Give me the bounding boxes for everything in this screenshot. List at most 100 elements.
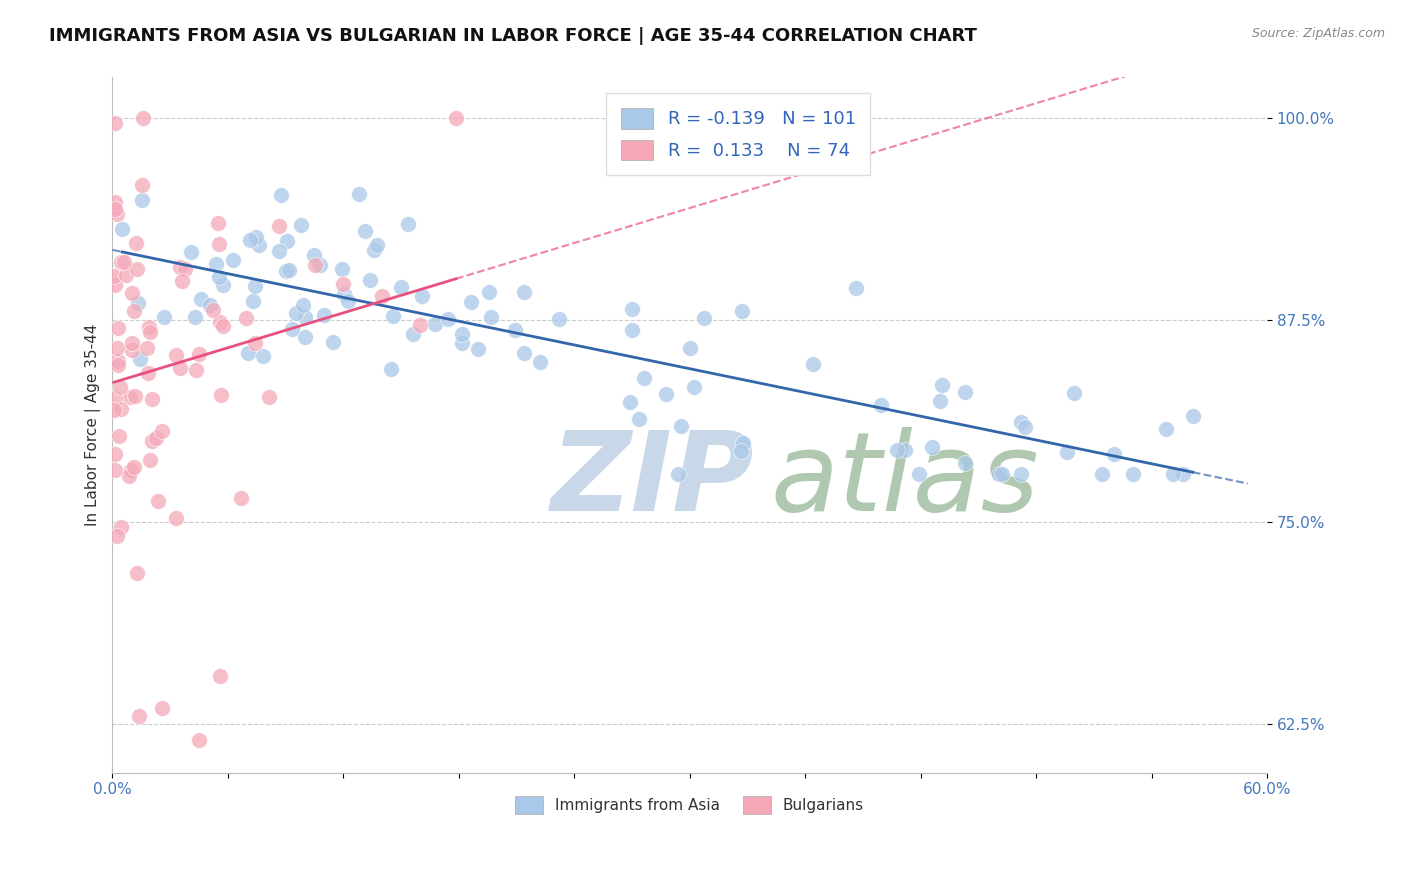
Point	[173, 261, 195, 276]
Point	[222, 253, 245, 268]
Point	[886, 443, 908, 458]
Point	[152, 310, 174, 325]
Point	[270, 188, 292, 202]
Point	[294, 310, 316, 325]
Point	[245, 230, 267, 244]
Point	[127, 296, 149, 310]
Point	[668, 467, 690, 481]
Point	[285, 306, 308, 320]
Point	[180, 244, 202, 259]
Point	[337, 293, 360, 308]
Point	[135, 341, 157, 355]
Point	[138, 320, 160, 334]
Point	[731, 304, 754, 318]
Point	[103, 403, 125, 417]
Point	[633, 370, 655, 384]
Point	[931, 378, 953, 392]
Point	[503, 323, 526, 337]
Point	[312, 308, 335, 322]
Point	[187, 347, 209, 361]
Point	[107, 358, 129, 372]
Point	[1181, 409, 1204, 423]
Point	[104, 202, 127, 216]
Point	[188, 733, 211, 747]
Y-axis label: In Labor Force | Age 35-44: In Labor Force | Age 35-44	[86, 324, 101, 526]
Point	[955, 385, 977, 400]
Point	[679, 341, 702, 355]
Point	[229, 491, 252, 505]
Point	[276, 263, 298, 277]
Point	[451, 336, 474, 351]
Point	[110, 520, 132, 534]
Point	[212, 277, 235, 292]
Point	[409, 318, 432, 332]
Point	[127, 262, 149, 277]
Point	[235, 311, 257, 326]
Point	[141, 434, 163, 448]
Point	[1063, 385, 1085, 400]
Point	[124, 389, 146, 403]
Point	[278, 263, 301, 277]
Point	[165, 511, 187, 525]
Point	[128, 709, 150, 723]
Point	[243, 279, 266, 293]
Point	[467, 343, 489, 357]
Point	[131, 178, 153, 193]
Point	[620, 301, 643, 316]
Text: ZIP: ZIP	[551, 427, 755, 534]
Point	[308, 258, 330, 272]
Point	[478, 285, 501, 300]
Point	[953, 456, 976, 470]
Point	[290, 218, 312, 232]
Point	[359, 272, 381, 286]
Point	[257, 390, 280, 404]
Point	[169, 360, 191, 375]
Point	[138, 326, 160, 340]
Point	[302, 248, 325, 262]
Point	[107, 207, 129, 221]
Point	[389, 280, 412, 294]
Point	[108, 380, 131, 394]
Point	[132, 111, 155, 125]
Point	[628, 412, 651, 426]
Point	[380, 362, 402, 376]
Point	[330, 262, 353, 277]
Text: atlas: atlas	[770, 427, 1039, 534]
Point	[1056, 445, 1078, 459]
Point	[131, 193, 153, 207]
Point	[267, 219, 290, 233]
Point	[363, 244, 385, 258]
Point	[110, 402, 132, 417]
Point	[1161, 467, 1184, 481]
Point	[894, 443, 917, 458]
Point	[512, 285, 534, 299]
Point	[139, 453, 162, 467]
Point	[801, 357, 824, 371]
Point	[121, 343, 143, 358]
Text: Source: ZipAtlas.com: Source: ZipAtlas.com	[1251, 27, 1385, 40]
Point	[242, 294, 264, 309]
Point	[1156, 421, 1178, 435]
Point	[129, 351, 152, 366]
Point	[104, 447, 127, 461]
Point	[198, 298, 221, 312]
Point	[150, 424, 173, 438]
Point	[620, 323, 643, 337]
Point	[104, 194, 127, 209]
Point	[991, 467, 1014, 481]
Point	[122, 460, 145, 475]
Point	[212, 319, 235, 334]
Point	[371, 289, 394, 303]
Point	[105, 341, 128, 355]
Point	[111, 222, 134, 236]
Point	[322, 334, 344, 349]
Point	[121, 335, 143, 350]
Point	[105, 529, 128, 543]
Point	[988, 467, 1011, 481]
Point	[122, 304, 145, 318]
Point	[1171, 467, 1194, 481]
Point	[208, 270, 231, 285]
Point	[204, 257, 226, 271]
Point	[208, 669, 231, 683]
Point	[332, 287, 354, 301]
